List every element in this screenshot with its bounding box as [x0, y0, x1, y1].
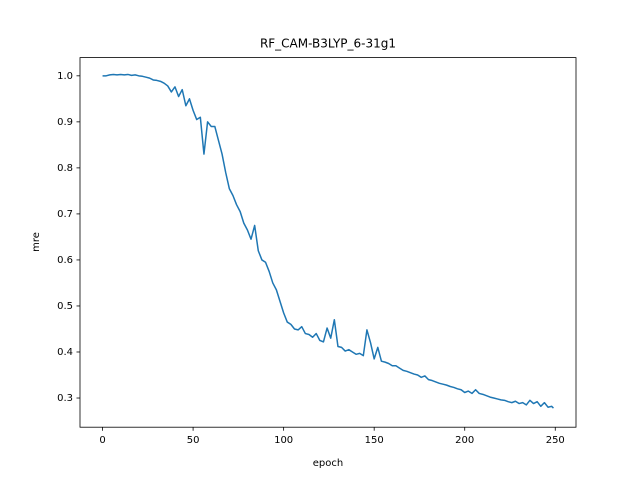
- x-tick-label: 50: [187, 435, 200, 446]
- x-tick-label: 0: [99, 435, 105, 446]
- y-tick-label: 0.7: [57, 209, 73, 220]
- x-tick-label: 200: [455, 435, 474, 446]
- x-tick-label: 150: [365, 435, 384, 446]
- y-tick-label: 0.9: [57, 117, 73, 128]
- y-tick-label: 0.8: [57, 163, 73, 174]
- x-tick-label: 250: [546, 435, 565, 446]
- plot-frame: [79, 57, 577, 428]
- chart-title: RF_CAM-B3LYP_6-31g1: [260, 37, 396, 51]
- x-tick-label: 100: [274, 435, 293, 446]
- y-tick-label: 1.0: [57, 71, 73, 82]
- y-axis-label: mre: [31, 232, 42, 252]
- y-tick-label: 0.3: [57, 393, 73, 404]
- y-tick-label: 0.5: [57, 301, 73, 312]
- x-axis-label: epoch: [313, 458, 343, 469]
- y-tick-label: 0.4: [57, 347, 73, 358]
- data-line: [102, 73, 554, 409]
- y-tick-label: 0.6: [57, 255, 73, 266]
